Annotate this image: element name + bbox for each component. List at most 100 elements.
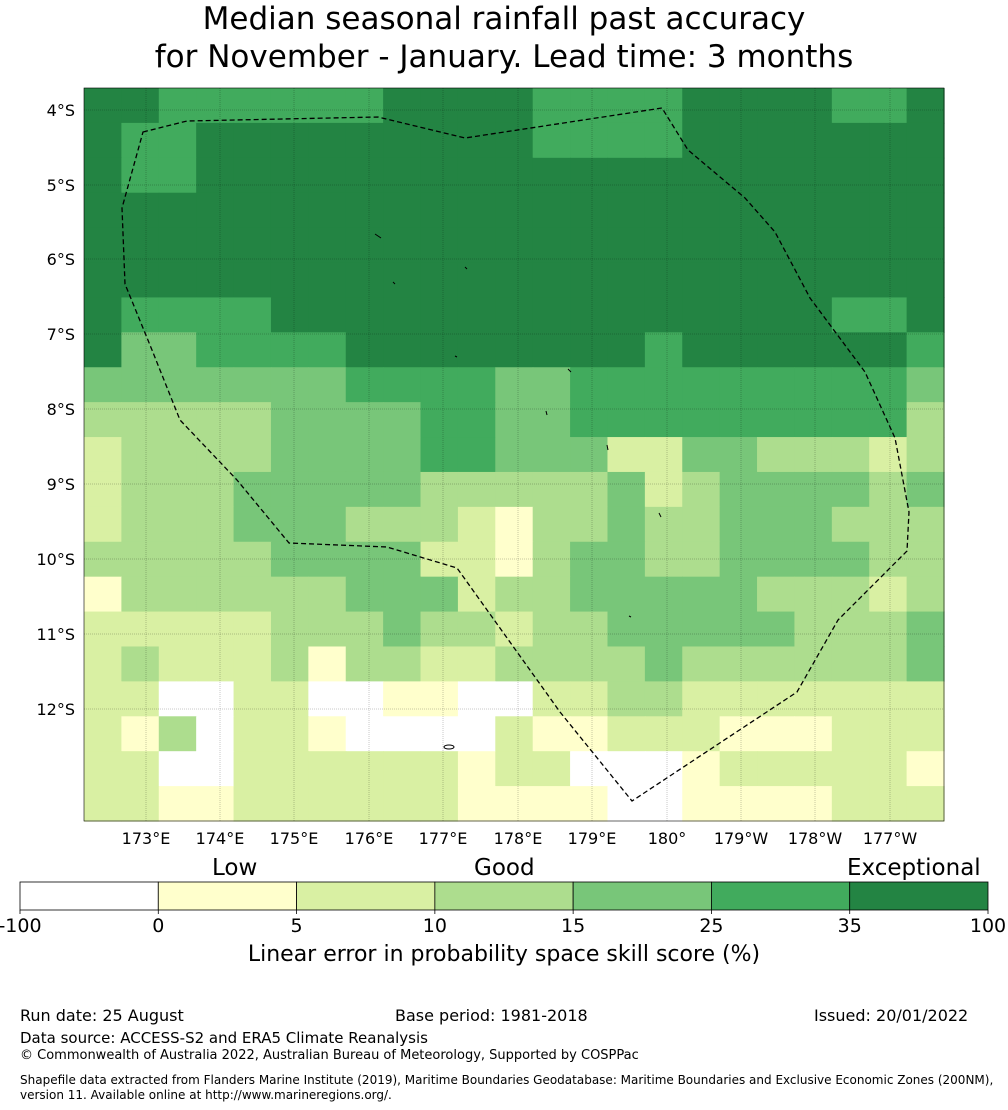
grid-cell [532, 122, 571, 159]
grid-cell [570, 192, 609, 229]
grid-cell [532, 227, 571, 264]
grid-cell [644, 576, 683, 613]
grid-cell [906, 471, 945, 508]
grid-cell [457, 681, 496, 717]
grid-cell [682, 88, 721, 124]
grid-cell [644, 402, 683, 438]
grid-cell [644, 541, 683, 578]
colorbar-tick-label: 35 [838, 915, 862, 937]
map-gridlines [84, 88, 944, 821]
grid-cell [420, 227, 459, 264]
grid-cell [719, 122, 758, 159]
grid-cell [757, 437, 796, 473]
grid-cell [682, 751, 721, 787]
grid-cell [457, 157, 496, 194]
islands [374, 233, 662, 750]
grid-cell [270, 367, 309, 403]
grid-cell [233, 541, 272, 578]
colorbar-tick-label: 25 [699, 915, 723, 937]
grid-cell [794, 681, 833, 717]
grid-cell [84, 646, 122, 682]
grid-cell [906, 157, 945, 194]
colorbar-segment [296, 881, 436, 911]
grid-cell [308, 716, 347, 752]
grid-cell [158, 506, 197, 543]
grid-cell [121, 506, 160, 543]
grid-cell [270, 786, 309, 822]
island [464, 266, 468, 270]
grid-cell [420, 157, 459, 194]
grid-cell [644, 262, 683, 299]
grid-cell [607, 541, 646, 578]
colorbar-label: Linear error in probability space skill … [247, 942, 761, 967]
grid-cell [831, 646, 870, 682]
grid-cell [383, 122, 422, 159]
grid-cell [84, 297, 122, 333]
grid-cell [84, 506, 122, 543]
grid-cell [757, 157, 796, 194]
grid-cell [383, 786, 422, 822]
grid-cell [906, 681, 945, 717]
grid-cell [532, 262, 571, 299]
run-date: Run date: 25 August [20, 1006, 184, 1025]
grid-cell [532, 437, 571, 473]
grid-cell [906, 332, 945, 368]
grid-cell [308, 332, 347, 368]
grid-cell [420, 122, 459, 159]
grid-cell [196, 681, 235, 717]
grid-cell [270, 751, 309, 787]
grid-cell [233, 751, 272, 787]
grid-cell [233, 297, 272, 333]
grid-cell [121, 611, 160, 648]
grid-cell [495, 471, 534, 508]
grid-cell [233, 227, 272, 264]
grid-cell [644, 367, 683, 403]
grid-cell [644, 646, 683, 682]
grid-cell [570, 122, 609, 159]
grid-cell [270, 332, 309, 368]
grid-cell [383, 402, 422, 438]
base-period: Base period: 1981-2018 [395, 1006, 588, 1025]
grid-cell [869, 471, 908, 508]
grid-cell [345, 506, 384, 543]
grid-cell [644, 157, 683, 194]
grid-cell [420, 716, 459, 752]
grid-cell [270, 402, 309, 438]
grid-cell [457, 716, 496, 752]
grid-cell [682, 367, 721, 403]
grid-cell [270, 576, 309, 613]
grid-cell [831, 611, 870, 648]
grid-cell [719, 646, 758, 682]
grid-cell [158, 681, 197, 717]
grid-cell [233, 122, 272, 159]
grid-cell [719, 297, 758, 333]
island [545, 410, 548, 416]
grid-cell [607, 681, 646, 717]
grid-cell [532, 716, 571, 752]
grid-cell [757, 611, 796, 648]
island [567, 368, 572, 373]
colorbar [19, 881, 989, 911]
grid-cell [383, 541, 422, 578]
lon-tick-label: 173°E [122, 829, 171, 848]
grid-cell [495, 541, 534, 578]
grid-cell [383, 227, 422, 264]
grid-cell [270, 681, 309, 717]
grid-cell [532, 471, 571, 508]
grid-cell [757, 716, 796, 752]
grid-cell [757, 332, 796, 368]
island [443, 744, 455, 750]
grid-cell [794, 227, 833, 264]
lat-tick-label: 7°S [47, 325, 75, 344]
colorbar-tick-label: 0 [152, 915, 164, 937]
grid-cell [570, 88, 609, 124]
grid-cell [121, 297, 160, 333]
grid-cell [831, 437, 870, 473]
grid-cell [420, 506, 459, 543]
grid-cell [121, 88, 160, 124]
copyright: © Commonwealth of Australia 2022, Austra… [20, 1048, 639, 1063]
grid-cell [607, 88, 646, 124]
grid-cell [644, 716, 683, 752]
grid-cell [794, 611, 833, 648]
lon-tick-label: 178°E [494, 829, 543, 848]
